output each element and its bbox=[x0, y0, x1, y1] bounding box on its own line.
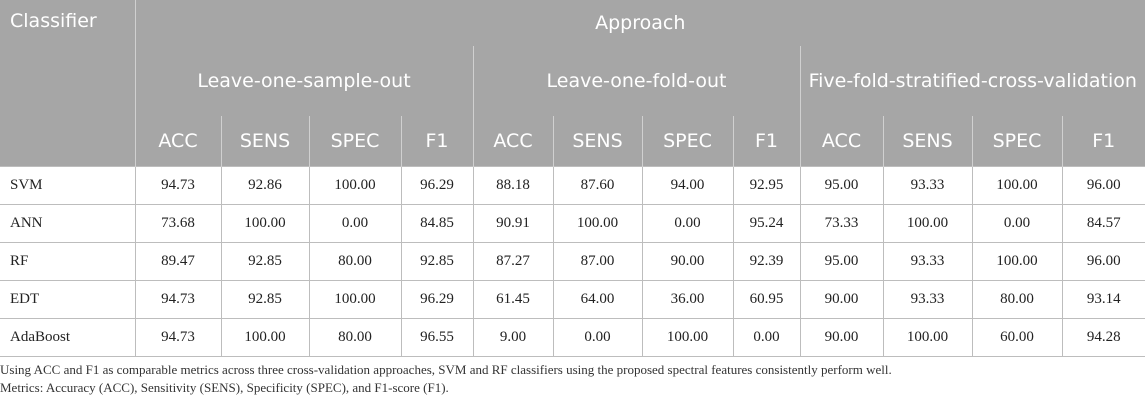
metric-value: 84.85 bbox=[400, 204, 473, 243]
metric-value: 93.33 bbox=[882, 280, 972, 319]
metric-header: SPEC bbox=[308, 116, 401, 167]
metric-value: 100.00 bbox=[641, 318, 733, 357]
metric-value: 100.00 bbox=[308, 280, 401, 319]
metric-value: 92.86 bbox=[220, 166, 309, 205]
classifier-header: Classifier bbox=[0, 0, 135, 167]
footnote-summary: Using ACC and F1 as comparable metrics a… bbox=[0, 362, 892, 377]
metric-value: 90.91 bbox=[472, 204, 553, 243]
classifier-name: AdaBoost bbox=[0, 318, 135, 357]
metric-header: SENS bbox=[220, 116, 309, 167]
metric-value: 92.95 bbox=[732, 166, 800, 205]
footnote-metrics: Metrics: Accuracy (ACC), Sensitivity (SE… bbox=[0, 380, 449, 395]
metric-value: 95.00 bbox=[799, 166, 883, 205]
metric-value: 96.29 bbox=[400, 280, 473, 319]
table-footnotes: Using ACC and F1 as comparable metrics a… bbox=[0, 361, 1145, 397]
metric-value: 95.00 bbox=[799, 242, 883, 281]
metric-header: ACC bbox=[472, 116, 553, 167]
metric-header: F1 bbox=[400, 116, 473, 167]
metric-value: 100.00 bbox=[882, 204, 972, 243]
metric-header: SPEC bbox=[971, 116, 1062, 167]
metric-value: 96.00 bbox=[1061, 166, 1145, 205]
metric-value: 100.00 bbox=[882, 318, 972, 357]
table-row: AdaBoost 94.73 100.00 80.00 96.55 9.00 0.00 100… bbox=[0, 318, 1145, 357]
metric-value: 100.00 bbox=[220, 204, 309, 243]
metric-value: 80.00 bbox=[308, 318, 401, 357]
metric-value: 100.00 bbox=[552, 204, 642, 243]
metric-value: 61.45 bbox=[472, 280, 553, 319]
metric-value: 84.57 bbox=[1061, 204, 1145, 243]
metric-header: F1 bbox=[732, 116, 800, 167]
classifier-name: ANN bbox=[0, 204, 135, 243]
metric-value: 88.18 bbox=[472, 166, 553, 205]
group-header-five-fold: Five-fold-stratified-cross-validation bbox=[799, 46, 1145, 116]
metric-value: 96.00 bbox=[1061, 242, 1145, 281]
results-table: Classifier Approach Leave-one-sample-out… bbox=[0, 0, 1145, 357]
metric-value: 100.00 bbox=[971, 242, 1062, 281]
metric-value: 94.73 bbox=[134, 280, 221, 319]
metric-value: 73.68 bbox=[134, 204, 221, 243]
metric-value: 89.47 bbox=[134, 242, 221, 281]
metric-value: 87.00 bbox=[552, 242, 642, 281]
metric-value: 0.00 bbox=[552, 318, 642, 357]
metric-value: 93.14 bbox=[1061, 280, 1145, 319]
approach-header: Approach bbox=[134, 0, 1145, 46]
metric-value: 93.33 bbox=[882, 242, 972, 281]
metric-value: 60.95 bbox=[732, 280, 800, 319]
table-row: ANN 73.68 100.00 0.00 84.85 90.91 100.00 0.00 95… bbox=[0, 204, 1145, 243]
group-header-leave-one-fold-out: Leave-one-fold-out bbox=[472, 46, 800, 116]
metric-value: 92.85 bbox=[400, 242, 473, 281]
metric-header: SPEC bbox=[641, 116, 733, 167]
group-header-leave-one-sample-out: Leave-one-sample-out bbox=[134, 46, 473, 116]
metric-value: 0.00 bbox=[732, 318, 800, 357]
classifier-name: SVM bbox=[0, 166, 135, 205]
metric-value: 96.29 bbox=[400, 166, 473, 205]
metric-value: 90.00 bbox=[641, 242, 733, 281]
metric-value: 93.33 bbox=[882, 166, 972, 205]
metric-value: 80.00 bbox=[971, 280, 1062, 319]
metric-value: 94.73 bbox=[134, 318, 221, 357]
table-row: EDT 94.73 92.85 100.00 96.29 61.45 64.00 36.00 6… bbox=[0, 280, 1145, 319]
metric-value: 95.24 bbox=[732, 204, 800, 243]
metric-value: 80.00 bbox=[308, 242, 401, 281]
metric-value: 94.28 bbox=[1061, 318, 1145, 357]
metric-value: 64.00 bbox=[552, 280, 642, 319]
metric-value: 9.00 bbox=[472, 318, 553, 357]
metric-value: 73.33 bbox=[799, 204, 883, 243]
metric-header: F1 bbox=[1061, 116, 1145, 167]
metric-value: 92.85 bbox=[220, 280, 309, 319]
metric-value: 92.85 bbox=[220, 242, 309, 281]
metric-value: 100.00 bbox=[308, 166, 401, 205]
metric-value: 92.39 bbox=[732, 242, 800, 281]
metric-value: 0.00 bbox=[971, 204, 1062, 243]
metric-header: ACC bbox=[799, 116, 883, 167]
metric-header: SENS bbox=[552, 116, 642, 167]
metric-value: 100.00 bbox=[971, 166, 1062, 205]
metric-header: SENS bbox=[882, 116, 972, 167]
metric-value: 94.73 bbox=[134, 166, 221, 205]
metric-value: 0.00 bbox=[308, 204, 401, 243]
metric-value: 96.55 bbox=[400, 318, 473, 357]
metric-value: 90.00 bbox=[799, 318, 883, 357]
classifier-name: RF bbox=[0, 242, 135, 281]
metric-value: 94.00 bbox=[641, 166, 733, 205]
metric-value: 100.00 bbox=[220, 318, 309, 357]
table-row: RF 89.47 92.85 80.00 92.85 87.27 87.00 90.00 92.… bbox=[0, 242, 1145, 281]
metric-value: 87.60 bbox=[552, 166, 642, 205]
metric-value: 0.00 bbox=[641, 204, 733, 243]
classifier-name: EDT bbox=[0, 280, 135, 319]
metric-header: ACC bbox=[134, 116, 221, 167]
table-row: SVM 94.73 92.86 100.00 96.29 88.18 87.60 94.00 9… bbox=[0, 166, 1145, 205]
metric-value: 90.00 bbox=[799, 280, 883, 319]
metric-value: 87.27 bbox=[472, 242, 553, 281]
metric-value: 60.00 bbox=[971, 318, 1062, 357]
metric-value: 36.00 bbox=[641, 280, 733, 319]
